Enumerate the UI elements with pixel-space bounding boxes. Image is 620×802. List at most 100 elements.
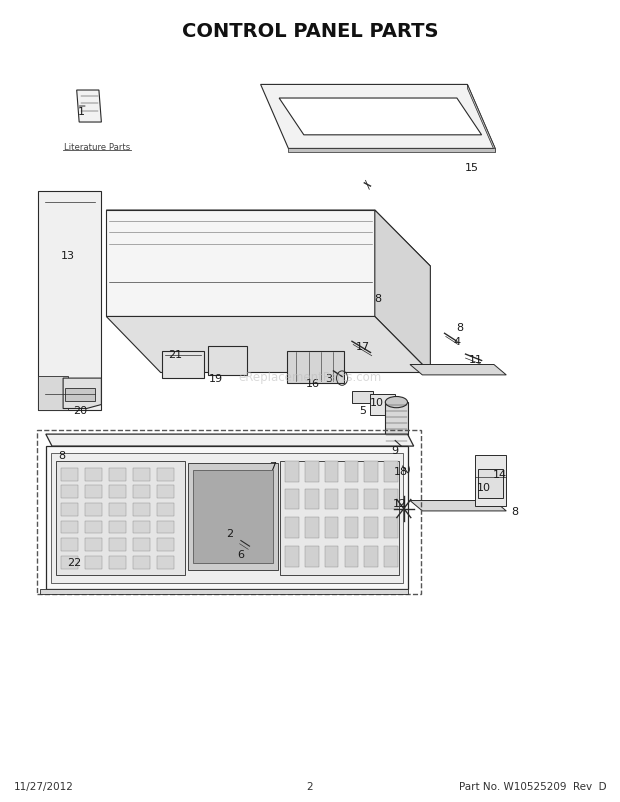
- Text: 14: 14: [493, 469, 507, 480]
- Bar: [157, 520, 174, 533]
- Bar: [285, 546, 299, 567]
- Polygon shape: [260, 85, 495, 149]
- Bar: [108, 538, 126, 551]
- Polygon shape: [51, 453, 402, 583]
- Bar: [108, 556, 126, 569]
- Bar: [85, 468, 102, 481]
- Bar: [305, 462, 319, 483]
- Text: 16: 16: [306, 379, 320, 388]
- Text: 17: 17: [355, 342, 370, 351]
- Text: 11: 11: [469, 354, 482, 364]
- Text: 8: 8: [374, 294, 381, 304]
- Bar: [305, 489, 319, 510]
- Polygon shape: [106, 317, 430, 373]
- Polygon shape: [193, 471, 273, 563]
- Polygon shape: [410, 501, 507, 512]
- Polygon shape: [371, 395, 395, 415]
- Polygon shape: [56, 461, 185, 575]
- Text: 12: 12: [392, 498, 407, 508]
- Bar: [365, 546, 378, 567]
- Text: 4: 4: [453, 337, 461, 346]
- Bar: [85, 504, 102, 516]
- Bar: [384, 546, 397, 567]
- Text: 7: 7: [270, 461, 277, 472]
- Text: 9: 9: [392, 446, 399, 456]
- Text: 20: 20: [73, 406, 87, 415]
- Bar: [85, 538, 102, 551]
- Bar: [61, 520, 78, 533]
- Polygon shape: [106, 211, 430, 267]
- Polygon shape: [286, 351, 344, 383]
- Polygon shape: [467, 85, 495, 153]
- Text: 8: 8: [58, 451, 66, 460]
- Bar: [108, 468, 126, 481]
- Polygon shape: [280, 462, 399, 575]
- Text: 15: 15: [465, 163, 479, 172]
- Text: 19: 19: [209, 374, 223, 383]
- Bar: [325, 546, 339, 567]
- Bar: [133, 556, 150, 569]
- Bar: [133, 520, 150, 533]
- Bar: [285, 517, 299, 538]
- Text: 2: 2: [307, 781, 313, 792]
- Text: 3: 3: [325, 374, 332, 383]
- Bar: [157, 468, 174, 481]
- Bar: [61, 556, 78, 569]
- Bar: [365, 462, 378, 483]
- Text: 8: 8: [512, 506, 518, 516]
- Bar: [345, 517, 358, 538]
- Polygon shape: [279, 99, 482, 136]
- Text: 5: 5: [359, 406, 366, 415]
- Polygon shape: [46, 435, 414, 447]
- Text: 10: 10: [477, 482, 491, 492]
- Bar: [325, 517, 339, 538]
- Bar: [365, 489, 378, 510]
- Bar: [61, 468, 78, 481]
- Bar: [133, 538, 150, 551]
- Bar: [285, 489, 299, 510]
- Bar: [384, 489, 397, 510]
- Polygon shape: [77, 91, 102, 123]
- Bar: [85, 556, 102, 569]
- Bar: [305, 546, 319, 567]
- Text: CONTROL PANEL PARTS: CONTROL PANEL PARTS: [182, 22, 438, 41]
- Text: 11/27/2012: 11/27/2012: [14, 781, 74, 792]
- Text: 13: 13: [61, 250, 75, 261]
- Bar: [133, 486, 150, 499]
- Bar: [157, 486, 174, 499]
- Bar: [345, 546, 358, 567]
- Ellipse shape: [385, 437, 407, 448]
- Bar: [108, 504, 126, 516]
- Text: 1: 1: [78, 107, 85, 116]
- Text: 10: 10: [370, 398, 384, 407]
- Bar: [345, 462, 358, 483]
- Polygon shape: [106, 211, 375, 317]
- Polygon shape: [385, 403, 407, 443]
- Bar: [384, 517, 397, 538]
- Polygon shape: [162, 351, 204, 379]
- Bar: [325, 462, 339, 483]
- Bar: [384, 462, 397, 483]
- Bar: [61, 538, 78, 551]
- Bar: [133, 504, 150, 516]
- Polygon shape: [38, 377, 68, 411]
- Polygon shape: [478, 469, 503, 499]
- Bar: [345, 489, 358, 510]
- Text: Part No. W10525209  Rev  D: Part No. W10525209 Rev D: [459, 781, 606, 792]
- Bar: [61, 486, 78, 499]
- Bar: [365, 517, 378, 538]
- Text: 18: 18: [394, 466, 409, 476]
- Polygon shape: [375, 211, 430, 373]
- Text: Literature Parts: Literature Parts: [64, 142, 130, 152]
- Text: 21: 21: [169, 350, 182, 359]
- Bar: [133, 468, 150, 481]
- Polygon shape: [476, 456, 507, 507]
- Polygon shape: [288, 149, 495, 153]
- Polygon shape: [63, 379, 102, 409]
- Polygon shape: [40, 589, 407, 594]
- Bar: [108, 486, 126, 499]
- Ellipse shape: [385, 397, 407, 408]
- Bar: [325, 489, 339, 510]
- Bar: [85, 520, 102, 533]
- Text: eReplacementParts.com: eReplacementParts.com: [238, 371, 382, 383]
